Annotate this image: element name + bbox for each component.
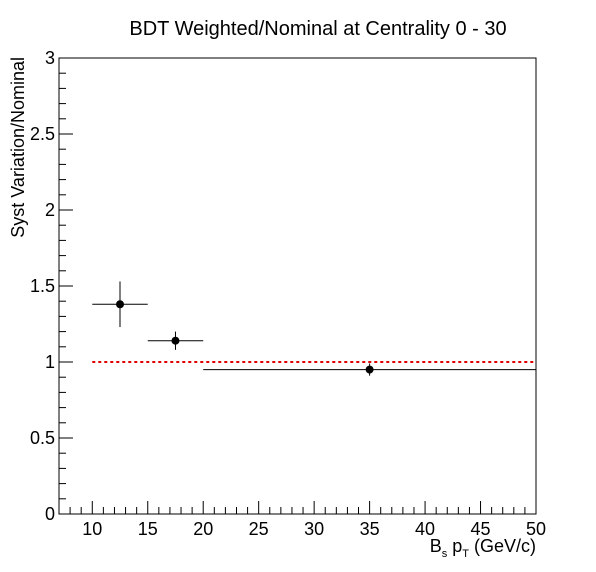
- data-marks: [92, 281, 536, 376]
- x-tick-label: 50: [526, 519, 546, 539]
- plot-frame: [58, 57, 537, 515]
- y-tick-label: 3: [45, 48, 55, 68]
- x-label-sub2: T: [462, 548, 469, 560]
- x-axis-label: Bs pT (GeV/c): [430, 536, 536, 560]
- data-point: [171, 336, 180, 345]
- y-tick-label: 1: [45, 352, 55, 372]
- data-point: [365, 365, 374, 374]
- chart-title: BDT Weighted/Nominal at Centrality 0 - 3…: [129, 18, 506, 40]
- y-tick-label: 0.5: [30, 428, 55, 448]
- x-tick-label: 20: [193, 519, 213, 539]
- x-tick-label: 25: [249, 519, 269, 539]
- axes: 10 15 20 25 30 35 40 45 50 0 0.5 1 1.5 2 2.5 3: [30, 48, 546, 539]
- y-tick-label: 2.5: [30, 124, 55, 144]
- x-tick-label: 10: [82, 519, 102, 539]
- data-point: [116, 300, 125, 309]
- x-label-mid: p: [447, 536, 462, 556]
- x-label-main: B: [430, 536, 442, 556]
- y-tick-label: 1.5: [30, 276, 55, 296]
- x-label-sub1: s: [442, 548, 448, 560]
- y-axis-label: Syst Variation/Nominal: [8, 57, 28, 238]
- x-tick-label: 30: [304, 519, 324, 539]
- x-label-tail: (GeV/c): [469, 536, 536, 556]
- x-tick-label: 40: [415, 519, 435, 539]
- x-tick-label: 35: [360, 519, 380, 539]
- y-tick-label: 2: [45, 200, 55, 220]
- x-tick-label: 15: [138, 519, 158, 539]
- y-tick-label: 0: [45, 504, 55, 524]
- x-tick-label: 45: [471, 519, 491, 539]
